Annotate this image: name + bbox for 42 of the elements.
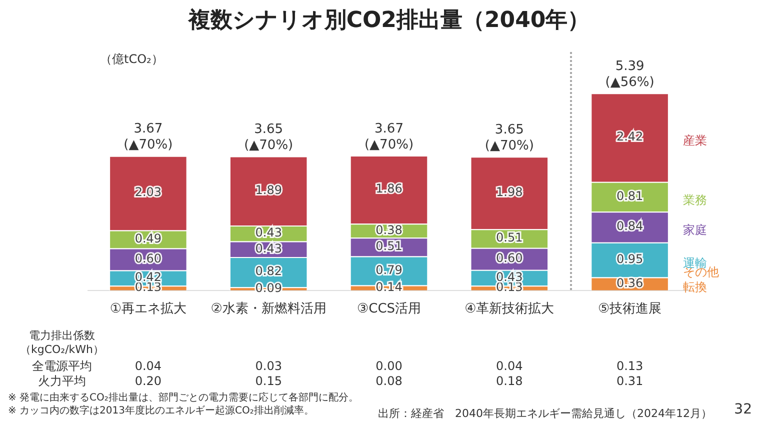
total-label: 3.67 (▲70%) [124,122,173,153]
x-tick-label: ②水素・新燃料活用 [210,302,326,317]
total-label: 3.67 (▲70%) [364,121,414,152]
series-label: 産業 [682,134,707,148]
data-label: 0.36 [616,276,644,290]
text: 火力平均 0.20 0.15 0.08 0.18 0.31 [38,374,644,388]
data-label: 1.98 [496,184,523,199]
series-label: 業務 [682,192,707,207]
data-label: 1.89 [255,182,282,197]
data-label: 0.81 [616,188,644,203]
x-tick-label: ④革新技術拡大 [464,302,554,317]
text: ※ カッコ内の数字は2013年度比のエネルギー起源CO₂排出削減率。 [8,404,314,417]
data-label: 0.60 [496,250,523,265]
text: 32 [734,402,752,418]
text: ※ 発電に由来するCO₂排出量は、部門ごとの電力需要に応じて各部門に配分。 [8,392,358,404]
data-label: 0.09 [255,280,282,295]
data-label: 0.38 [376,222,402,237]
data-label: 1.86 [376,182,402,196]
text: 電力排出係数（kgCO₂/kWh） [20,328,104,356]
y-axis-title: （億tCO₂） [100,52,164,66]
x-tick-label: ③CCS活用 [356,302,422,317]
data-label: 0.43 [255,226,282,240]
data-label: 0.84 [616,219,644,234]
x-tick-label: ①再エネ拡大 [110,302,187,317]
total-label: 3.65 (▲70%) [484,122,534,154]
text: 全電源平均 0.04 0.03 0.00 0.04 0.13 [32,359,644,374]
data-label: 0.49 [134,231,162,246]
data-label: 0.51 [376,239,402,254]
chart-title: 複数シナリオ別CO2排出量（2040年） [187,8,590,33]
series-label: 家庭 [682,223,707,238]
data-label: 0.82 [255,264,282,278]
data-label: 2.42 [616,130,644,144]
data-label: 2.03 [134,185,162,200]
data-label: 0.95 [616,252,644,266]
data-label: 0.79 [376,262,402,277]
data-label: 0.60 [134,251,162,266]
data-label: 0.43 [255,241,282,256]
text: 出所：経産省 2040年長期エネルギー需給見通し（2024年12月） [378,406,712,420]
total-label: 5.39 (▲56%) [605,59,654,90]
data-label: 0.51 [496,230,523,245]
x-tick-label: ⑤技術進展 [598,302,662,317]
total-label: 3.65 (▲70%) [244,122,294,154]
